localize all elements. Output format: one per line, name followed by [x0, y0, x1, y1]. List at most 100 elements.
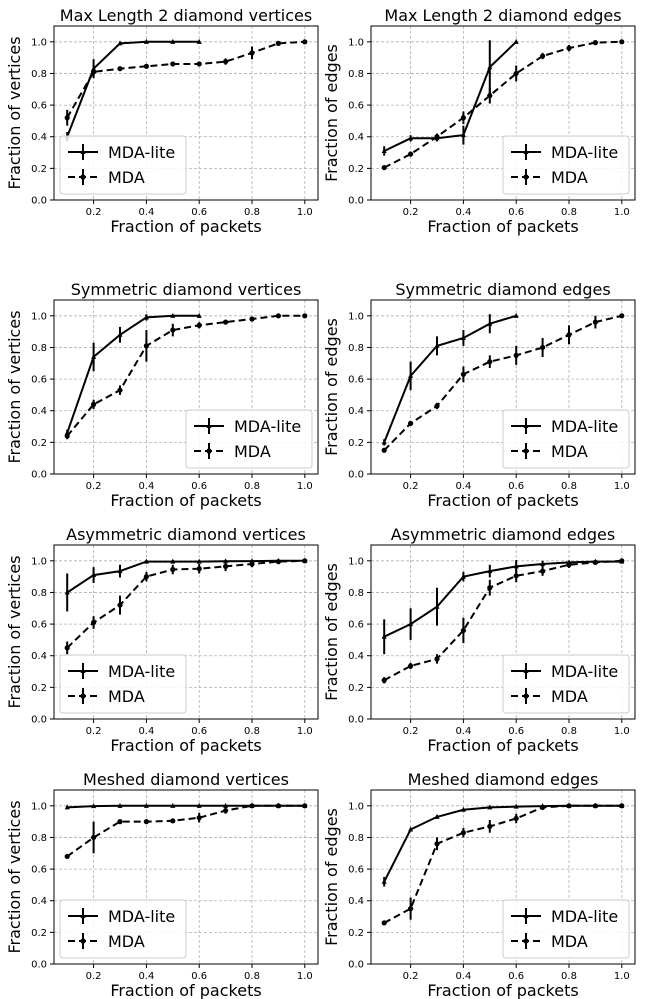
series-mda-lite	[381, 802, 625, 887]
x-tick-label: 0.4	[138, 726, 154, 737]
series-line	[383, 40, 622, 169]
legend-entry: MDA	[511, 168, 588, 187]
chart-title: Asymmetric diamond edges	[391, 525, 615, 544]
y-axis-label: Fraction of edges	[322, 318, 341, 456]
plot-frame	[53, 544, 319, 720]
data-point	[408, 135, 414, 141]
y-axis-label: Fraction of vertices	[5, 310, 24, 463]
x-axis-label: Fraction of packets	[427, 491, 578, 510]
chart-title: Asymmetric diamond vertices	[66, 525, 306, 544]
series-line	[383, 559, 622, 682]
y-tick-label: 1.0	[348, 556, 364, 567]
legend-entry: MDA-lite	[511, 143, 618, 162]
x-tick-label: 0.4	[138, 481, 154, 492]
data-point	[91, 69, 97, 75]
chart-panel: Max Length 2 diamond edges 0.0 0.2 0.4 0.6 0.…	[322, 6, 636, 236]
data-point	[275, 803, 281, 809]
x-tick-label: 0.8	[244, 726, 260, 737]
y-tick-label: 0.8	[348, 343, 364, 354]
data-point	[408, 151, 414, 157]
data-point	[64, 115, 70, 121]
x-tick-label: 1.0	[297, 207, 313, 218]
legend-label: MDA-lite	[551, 907, 618, 926]
legend-label: MDA	[551, 168, 588, 187]
data-point	[196, 312, 202, 318]
legend-marker	[523, 448, 529, 454]
data-point	[196, 38, 202, 44]
data-point	[592, 803, 599, 809]
data-point	[143, 314, 149, 320]
data-point	[381, 147, 387, 153]
data-point	[196, 558, 202, 564]
legend-entry: MDA	[511, 442, 588, 461]
data-point	[381, 920, 387, 926]
y-tick-label: 0.6	[348, 865, 364, 876]
data-point	[196, 322, 202, 328]
data-point	[170, 558, 176, 564]
series-mda-lite	[64, 312, 202, 437]
legend-entry: MDA-lite	[68, 143, 175, 162]
data-point	[117, 602, 123, 608]
x-tick-label: 0.6	[191, 971, 207, 982]
legend-entry: MDA	[511, 932, 588, 951]
y-tick-label: 0.4	[31, 406, 47, 417]
legend-marker	[80, 938, 86, 944]
y-tick-label: 0.6	[31, 375, 47, 386]
data-point	[566, 562, 572, 568]
chart-title: Meshed diamond vertices	[83, 770, 289, 789]
y-tick-label: 0.0	[31, 470, 47, 481]
series-mda-lite	[64, 38, 202, 142]
data-point	[513, 38, 519, 44]
legend-label: MDA-lite	[551, 143, 618, 162]
data-point	[592, 559, 599, 566]
y-tick-label: 0.4	[31, 132, 47, 143]
legend-entry: MDA	[68, 168, 145, 187]
legend-label: MDA	[234, 442, 271, 461]
x-tick-label: 1.0	[614, 971, 630, 982]
legend: MDA-lite MDA	[502, 654, 630, 714]
legend: MDA-lite MDA	[59, 135, 187, 195]
legend-label: MDA-lite	[108, 143, 175, 162]
data-point	[91, 401, 97, 407]
chart-panel: Asymmetric diamond vertices 0.0 0.2 0.4 0.6 0…	[5, 525, 319, 755]
legend-marker	[523, 668, 529, 673]
legend-entry: MDA	[194, 442, 271, 461]
series-line	[383, 804, 622, 883]
y-tick-label: 0.0	[31, 196, 47, 207]
x-tick-label: 0.4	[455, 971, 471, 982]
x-tick-label: 1.0	[614, 726, 630, 737]
x-tick-label: 0.4	[455, 726, 471, 737]
series-line	[66, 559, 305, 594]
series-line	[66, 559, 305, 649]
data-point	[434, 603, 440, 609]
x-tick-label: 0.6	[508, 481, 524, 492]
y-axis-label: Fraction of vertices	[5, 555, 24, 708]
data-point	[434, 656, 440, 662]
series-line	[66, 40, 200, 138]
x-tick-label: 0.4	[138, 971, 154, 982]
data-point	[170, 818, 176, 824]
x-tick-label: 0.6	[508, 971, 524, 982]
data-point	[143, 802, 149, 808]
data-point	[540, 53, 546, 59]
y-tick-label: 0.4	[348, 406, 364, 417]
y-tick-label: 0.6	[348, 101, 364, 112]
y-tick-label: 0.4	[31, 896, 47, 907]
legend-entry: MDA-lite	[194, 417, 301, 436]
legend-box	[502, 899, 630, 959]
x-axis-label: Fraction of packets	[110, 217, 261, 236]
y-tick-label: 0.4	[348, 132, 364, 143]
data-point	[170, 327, 176, 333]
x-tick-label: 0.2	[86, 726, 102, 737]
data-point	[223, 319, 229, 325]
legend-label: MDA-lite	[234, 417, 301, 436]
series-mda	[381, 39, 625, 171]
data-point	[487, 93, 493, 99]
data-point	[117, 568, 123, 574]
legend-entry: MDA	[68, 932, 145, 951]
legend-marker	[80, 693, 86, 699]
data-point	[434, 342, 440, 348]
data-point	[513, 563, 519, 569]
legend-label: MDA-lite	[108, 662, 175, 681]
